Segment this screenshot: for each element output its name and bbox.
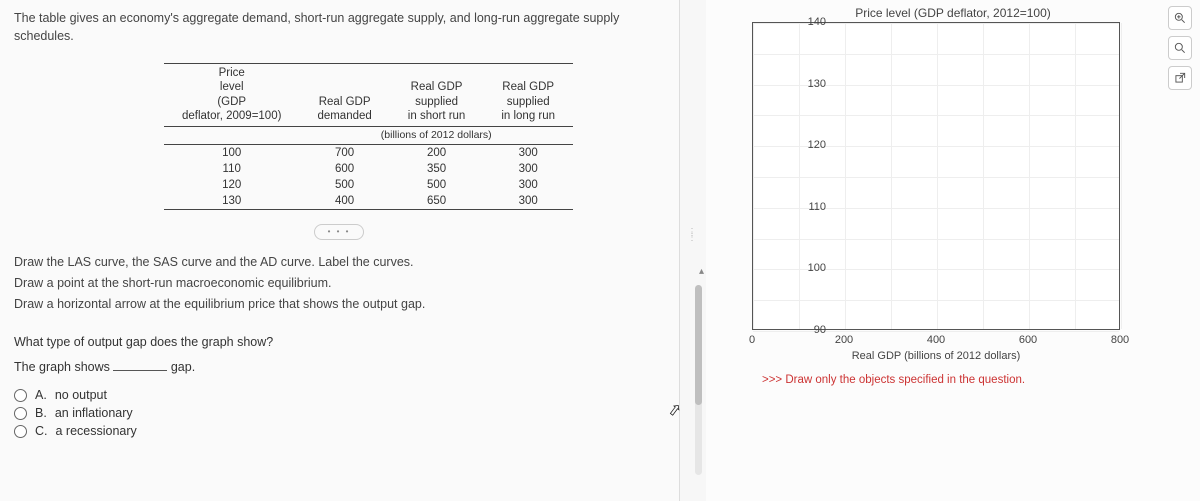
unit-blank bbox=[164, 126, 299, 144]
unit-label: (billions of 2012 dollars) bbox=[299, 126, 573, 144]
table-row: 100700200300 bbox=[164, 144, 573, 161]
col-header-demand: Real GDPdemanded bbox=[299, 64, 389, 127]
gridline-horizontal bbox=[753, 331, 1119, 332]
draw-hint: >>> Draw only the objects specified in t… bbox=[762, 374, 1162, 386]
col-header-sras: Real GDPsuppliedin short run bbox=[390, 64, 484, 127]
table-cell: 400 bbox=[299, 193, 389, 210]
gridline-vertical bbox=[1075, 23, 1076, 329]
fill-prefix: The graph shows bbox=[14, 360, 113, 374]
chart-area[interactable] bbox=[752, 22, 1120, 330]
table-cell: 600 bbox=[299, 161, 389, 177]
options-group: A. no output B. an inflationary C. a rec… bbox=[14, 388, 665, 438]
resize-handle-icon[interactable]: ⋮⋮ bbox=[687, 230, 697, 240]
gridline-vertical bbox=[891, 23, 892, 329]
table-cell: 110 bbox=[164, 161, 299, 177]
table-row: 130400650300 bbox=[164, 193, 573, 210]
gridline-horizontal bbox=[753, 239, 1119, 240]
table-cell: 130 bbox=[164, 193, 299, 210]
col-header-lras: Real GDPsuppliedin long run bbox=[483, 64, 573, 127]
table-cell: 650 bbox=[390, 193, 484, 210]
y-tick-label: 110 bbox=[808, 201, 826, 213]
table-cell: 300 bbox=[483, 161, 573, 177]
instructions-block: Draw the LAS curve, the SAS curve and th… bbox=[14, 252, 665, 316]
col-header-price: Pricelevel(GDPdeflator, 2009=100) bbox=[164, 64, 299, 127]
gridline-horizontal bbox=[753, 115, 1119, 116]
cursor-icon: ⬀ bbox=[667, 399, 683, 421]
graph-pane: Price level (GDP deflator, 2012=100) Rea… bbox=[706, 0, 1200, 501]
tool-column bbox=[1168, 6, 1194, 90]
x-tick-label: 800 bbox=[1111, 334, 1129, 346]
option-letter: C. bbox=[35, 424, 48, 438]
x-tick-label: 400 bbox=[927, 334, 945, 346]
x-tick-label: 0 bbox=[749, 334, 755, 346]
gridline-horizontal bbox=[753, 177, 1119, 178]
table-cell: 500 bbox=[390, 177, 484, 193]
collapse-toggle[interactable]: • • • bbox=[314, 224, 364, 240]
gridline-vertical bbox=[1029, 23, 1030, 329]
table-cell: 500 bbox=[299, 177, 389, 193]
option-text: no output bbox=[55, 388, 107, 402]
table-cell: 300 bbox=[483, 177, 573, 193]
gridline-vertical bbox=[799, 23, 800, 329]
option-a[interactable]: A. no output bbox=[14, 388, 665, 402]
y-tick-label: 130 bbox=[808, 78, 826, 90]
question-pane: The table gives an economy's aggregate d… bbox=[0, 0, 680, 501]
scrollbar-thumb[interactable] bbox=[695, 285, 702, 405]
scroll-up-icon[interactable]: ▴ bbox=[699, 266, 704, 277]
option-c[interactable]: C. a recessionary bbox=[14, 424, 665, 438]
radio-icon[interactable] bbox=[14, 407, 27, 420]
gridline-vertical bbox=[937, 23, 938, 329]
table-cell: 200 bbox=[390, 144, 484, 161]
zoom-button[interactable] bbox=[1168, 36, 1192, 60]
option-letter: A. bbox=[35, 388, 47, 402]
option-b[interactable]: B. an inflationary bbox=[14, 406, 665, 420]
radio-icon[interactable] bbox=[14, 425, 27, 438]
gridline-horizontal bbox=[753, 54, 1119, 55]
instruction-line-1: Draw the LAS curve, the SAS curve and th… bbox=[14, 252, 665, 273]
fill-suffix: gap. bbox=[167, 360, 195, 374]
x-tick-label: 200 bbox=[835, 334, 853, 346]
y-tick-label: 140 bbox=[808, 16, 826, 28]
open-external-button[interactable] bbox=[1168, 66, 1192, 90]
zoom-icon bbox=[1173, 41, 1187, 55]
table-cell: 700 bbox=[299, 144, 389, 161]
x-axis-label: Real GDP (billions of 2012 dollars) bbox=[752, 350, 1120, 362]
radio-icon[interactable] bbox=[14, 389, 27, 402]
gridline-vertical bbox=[983, 23, 984, 329]
option-letter: B. bbox=[35, 406, 47, 420]
fill-blank-sentence: The graph shows gap. bbox=[14, 359, 665, 374]
answer-blank[interactable] bbox=[113, 359, 167, 371]
instruction-line-3: Draw a horizontal arrow at the equilibri… bbox=[14, 294, 665, 315]
y-tick-label: 90 bbox=[814, 324, 826, 336]
external-link-icon bbox=[1173, 71, 1187, 85]
gridline-vertical bbox=[753, 23, 754, 329]
gridline-vertical bbox=[1121, 23, 1122, 329]
question-text: What type of output gap does the graph s… bbox=[14, 335, 665, 349]
table-cell: 300 bbox=[483, 144, 573, 161]
zoom-in-icon bbox=[1173, 11, 1187, 25]
table-cell: 300 bbox=[483, 193, 573, 210]
table-cell: 100 bbox=[164, 144, 299, 161]
option-text: a recessionary bbox=[56, 424, 137, 438]
x-tick-label: 600 bbox=[1019, 334, 1037, 346]
y-tick-label: 120 bbox=[808, 139, 826, 151]
zoom-in-button[interactable] bbox=[1168, 6, 1192, 30]
data-table: Pricelevel(GDPdeflator, 2009=100) Real G… bbox=[164, 63, 573, 210]
gridline-horizontal bbox=[753, 300, 1119, 301]
pane-divider[interactable]: ⋮⋮ ▴ bbox=[680, 0, 706, 501]
gridline-vertical bbox=[845, 23, 846, 329]
table-row: 120500500300 bbox=[164, 177, 573, 193]
table-row: 110600350300 bbox=[164, 161, 573, 177]
table-cell: 120 bbox=[164, 177, 299, 193]
y-tick-label: 100 bbox=[808, 262, 826, 274]
option-text: an inflationary bbox=[55, 406, 133, 420]
table-cell: 350 bbox=[390, 161, 484, 177]
instruction-line-2: Draw a point at the short-run macroecono… bbox=[14, 273, 665, 294]
intro-text: The table gives an economy's aggregate d… bbox=[14, 10, 665, 45]
